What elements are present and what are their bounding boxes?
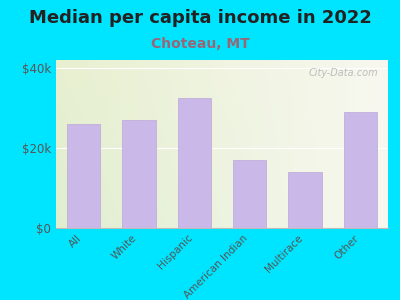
Bar [122, 120, 156, 228]
Bar [178, 98, 211, 228]
Bar [344, 112, 377, 228]
Bar [288, 172, 322, 228]
Text: Median per capita income in 2022: Median per capita income in 2022 [28, 9, 372, 27]
Text: City-Data.com: City-Data.com [308, 68, 378, 78]
Bar [233, 160, 266, 228]
Bar [67, 124, 100, 228]
Text: Choteau, MT: Choteau, MT [151, 38, 249, 52]
